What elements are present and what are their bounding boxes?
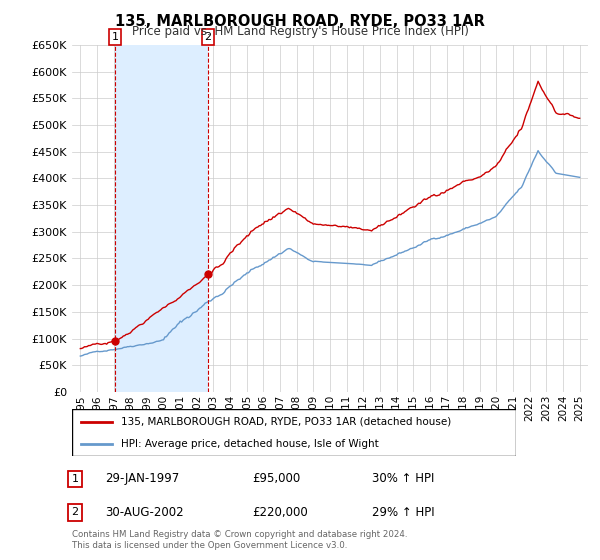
Text: 30-AUG-2002: 30-AUG-2002 bbox=[105, 506, 184, 519]
Text: £95,000: £95,000 bbox=[252, 472, 300, 486]
Text: Price paid vs. HM Land Registry's House Price Index (HPI): Price paid vs. HM Land Registry's House … bbox=[131, 25, 469, 38]
Text: Contains HM Land Registry data © Crown copyright and database right 2024.: Contains HM Land Registry data © Crown c… bbox=[72, 530, 407, 539]
Text: 2: 2 bbox=[205, 32, 212, 42]
Text: 30% ↑ HPI: 30% ↑ HPI bbox=[372, 472, 434, 486]
Text: 29-JAN-1997: 29-JAN-1997 bbox=[105, 472, 179, 486]
Text: 135, MARLBOROUGH ROAD, RYDE, PO33 1AR: 135, MARLBOROUGH ROAD, RYDE, PO33 1AR bbox=[115, 14, 485, 29]
Text: 1: 1 bbox=[71, 474, 79, 484]
Text: £220,000: £220,000 bbox=[252, 506, 308, 519]
Text: 2: 2 bbox=[71, 507, 79, 517]
Text: This data is licensed under the Open Government Licence v3.0.: This data is licensed under the Open Gov… bbox=[72, 541, 347, 550]
Text: 29% ↑ HPI: 29% ↑ HPI bbox=[372, 506, 434, 519]
Text: 135, MARLBOROUGH ROAD, RYDE, PO33 1AR (detached house): 135, MARLBOROUGH ROAD, RYDE, PO33 1AR (d… bbox=[121, 417, 451, 427]
Text: HPI: Average price, detached house, Isle of Wight: HPI: Average price, detached house, Isle… bbox=[121, 438, 379, 449]
Bar bbox=[115, 45, 208, 392]
Text: 1: 1 bbox=[112, 32, 118, 42]
